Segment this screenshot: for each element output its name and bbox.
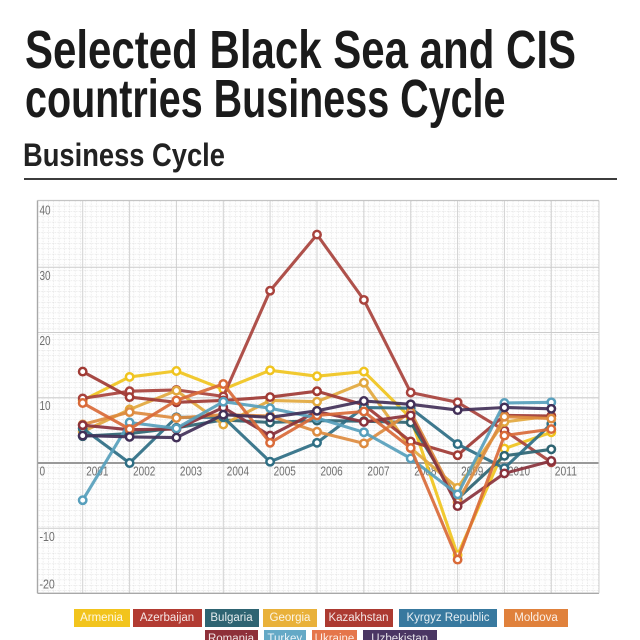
svg-text:2005: 2005 — [274, 465, 296, 479]
svg-text:2004: 2004 — [227, 465, 249, 479]
svg-text:2003: 2003 — [180, 465, 202, 479]
svg-text:2006: 2006 — [321, 465, 343, 479]
svg-text:30: 30 — [40, 269, 51, 283]
svg-text:2011: 2011 — [555, 465, 577, 479]
svg-text:-20: -20 — [40, 578, 55, 592]
svg-text:2002: 2002 — [133, 465, 155, 479]
svg-text:10: 10 — [40, 399, 51, 413]
svg-text:20: 20 — [40, 334, 51, 348]
svg-text:0: 0 — [40, 465, 46, 479]
svg-text:2007: 2007 — [367, 465, 389, 479]
svg-text:-10: -10 — [40, 530, 55, 544]
svg-text:40: 40 — [40, 204, 51, 218]
